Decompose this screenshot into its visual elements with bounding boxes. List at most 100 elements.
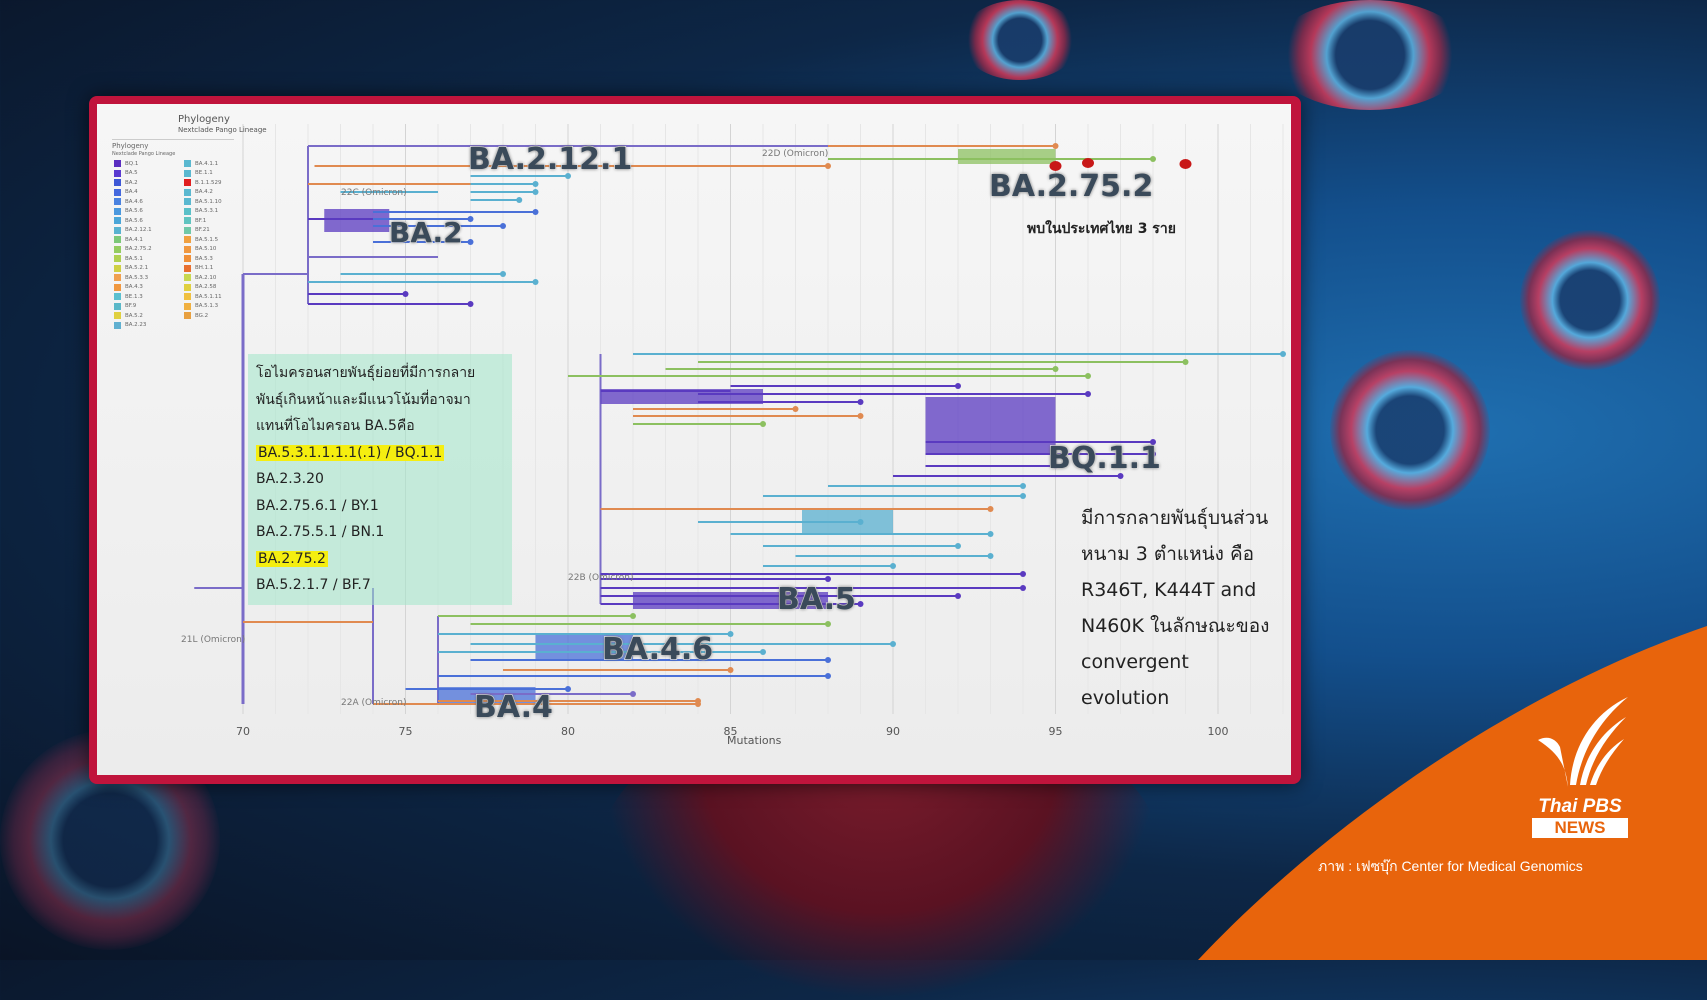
legend-item[interactable]: BA.2.12.1 — [114, 226, 152, 236]
legend-label: BA.2.23 — [125, 322, 147, 329]
legend-label: BA.4.6 — [125, 198, 143, 205]
legend-item[interactable]: BA.5.3 — [184, 254, 222, 264]
x-tick-label: 75 — [398, 725, 413, 738]
lineage-label: BA.5 — [776, 581, 856, 618]
tree-tip — [987, 553, 994, 559]
legend-label: BA.2.58 — [195, 284, 217, 291]
legend-item[interactable]: BA.5 — [114, 169, 152, 179]
legend-swatch — [114, 245, 121, 253]
phylogeny-tree — [194, 124, 1286, 714]
legend-item[interactable]: BF.1 — [184, 216, 222, 226]
legend-item[interactable]: BA.2 — [114, 178, 152, 188]
tree-tip — [695, 701, 701, 707]
legend-item[interactable]: BA.5.2 — [114, 311, 152, 321]
info-line: แทนที่โอไมครอน BA.5คือ — [256, 418, 415, 434]
legend-swatch — [114, 207, 121, 215]
legend-swatch — [114, 255, 121, 263]
panel-title: Phylogeny — [178, 114, 230, 125]
image-credit: ภาพ : เฟซบุ๊ก Center for Medical Genomic… — [1318, 858, 1583, 874]
lineage-label: BA.4 — [473, 689, 553, 726]
x-tick-label: 85 — [723, 725, 738, 738]
tree-tip — [727, 667, 734, 673]
legend-label: BA.5.10 — [195, 246, 217, 253]
tree-tip — [1020, 571, 1026, 577]
tree-tip — [955, 383, 961, 389]
legend-label: BF.9 — [125, 303, 137, 310]
legend-item[interactable]: BF.21 — [184, 226, 222, 236]
color-by-dropdown[interactable]: Nextclade Pango Lineage — [178, 126, 267, 134]
legend-item[interactable]: BE.1.1 — [184, 169, 222, 179]
legend-label: BA.2 — [125, 179, 138, 186]
legend-item[interactable]: BA.5.3.3 — [114, 273, 152, 283]
legend-item[interactable]: BA.5.10 — [184, 245, 222, 255]
legend-label: BA.5.2.1 — [125, 265, 149, 272]
legend-swatch — [184, 207, 191, 215]
legend-swatch — [184, 302, 191, 310]
legend-item[interactable]: BA.4.3 — [114, 283, 152, 293]
lineage-item: BA.5.3.1.1.1.1(.1) / BQ.1.1 — [256, 440, 504, 467]
tree-tip — [1150, 451, 1156, 457]
legend-item[interactable]: BA.5.3.1 — [184, 207, 222, 217]
legend-label: BA.5.3 — [195, 255, 213, 262]
legend-item[interactable]: BA.5.6 — [114, 216, 152, 226]
tree-tip — [532, 209, 539, 215]
lineage-item: BA.5.2.1.7 / BF.7 — [256, 572, 504, 599]
legend-swatch — [114, 160, 121, 168]
tree-tip — [857, 601, 864, 607]
info-line: พันธุ์เกินหน้าและมีแนวโน้มที่อาจมา — [256, 391, 471, 408]
legend-swatch — [114, 283, 121, 291]
legend-swatch — [114, 321, 121, 329]
legend-item[interactable]: BA.4 — [114, 188, 152, 198]
legend-item[interactable]: BA.5.6 — [114, 207, 152, 217]
legend-swatch — [114, 302, 121, 310]
clade-label: 22D (Omicron) — [762, 149, 829, 159]
legend-item[interactable]: BA.5.1.5 — [184, 235, 222, 245]
legend-label: BA.2.12.1 — [125, 227, 152, 234]
virus-image — [1330, 350, 1490, 510]
legend-item[interactable]: BA.4.1 — [114, 235, 152, 245]
legend-swatch — [114, 293, 121, 301]
legend-item[interactable]: BA.2.10 — [184, 273, 222, 283]
tree-tip — [516, 197, 523, 203]
legend-item[interactable]: BA.5.1.10 — [184, 197, 222, 207]
clade-label: 22B (Omicron) — [568, 573, 634, 583]
legend-swatch — [114, 226, 121, 234]
x-axis-label: Mutations — [727, 734, 782, 747]
legend-swatch — [184, 169, 191, 177]
legend-item[interactable]: BA.5.1 — [114, 254, 152, 264]
legend-item[interactable]: BA.4.2 — [184, 188, 222, 198]
legend-label: BA.4.3 — [125, 284, 143, 291]
legend-item[interactable]: BQ.1 — [114, 159, 152, 169]
clade-label: 22A (Omicron) — [341, 698, 407, 708]
legend-item[interactable]: BG.2 — [184, 311, 222, 321]
clade-label: 21L (Omicron) — [181, 635, 246, 645]
bird-logo-icon — [1538, 697, 1628, 787]
tree-tip — [1052, 463, 1059, 469]
legend-item[interactable]: BA.2.58 — [184, 283, 222, 293]
legend-item[interactable]: BF.9 — [114, 302, 152, 312]
clade-block — [438, 687, 536, 704]
legend-item[interactable]: BA.4.6 — [114, 197, 152, 207]
legend-swatch — [184, 255, 191, 263]
legend-item[interactable]: BA.5.2.1 — [114, 264, 152, 274]
legend-title: Phylogeny — [112, 142, 149, 150]
legend-item[interactable]: BA.5.1.11 — [184, 292, 222, 302]
legend-item[interactable]: BA.2.75.2 — [114, 245, 152, 255]
legend-item[interactable]: BE.1.3 — [114, 292, 152, 302]
legend-swatch — [114, 179, 121, 187]
legend-swatch — [114, 264, 121, 272]
legend-item[interactable]: BA.2.23 — [114, 321, 152, 331]
legend-item[interactable]: BA.4.1.1 — [184, 159, 222, 169]
legend-label: BF.21 — [195, 227, 210, 234]
tree-tip — [1085, 373, 1091, 379]
legend-item[interactable]: B.1.1.529 — [184, 178, 222, 188]
legend-item[interactable]: BH.1.1 — [184, 264, 222, 274]
tree-tip — [825, 163, 831, 169]
tree-tip — [857, 519, 864, 525]
legend-swatch — [184, 293, 191, 301]
legend-label: BG.2 — [195, 312, 209, 319]
legend-label: BE.1.1 — [195, 170, 213, 177]
legend-swatch — [184, 160, 191, 168]
legend-item[interactable]: BA.5.1.3 — [184, 302, 222, 312]
legend-label: BA.4.1.1 — [195, 160, 219, 167]
